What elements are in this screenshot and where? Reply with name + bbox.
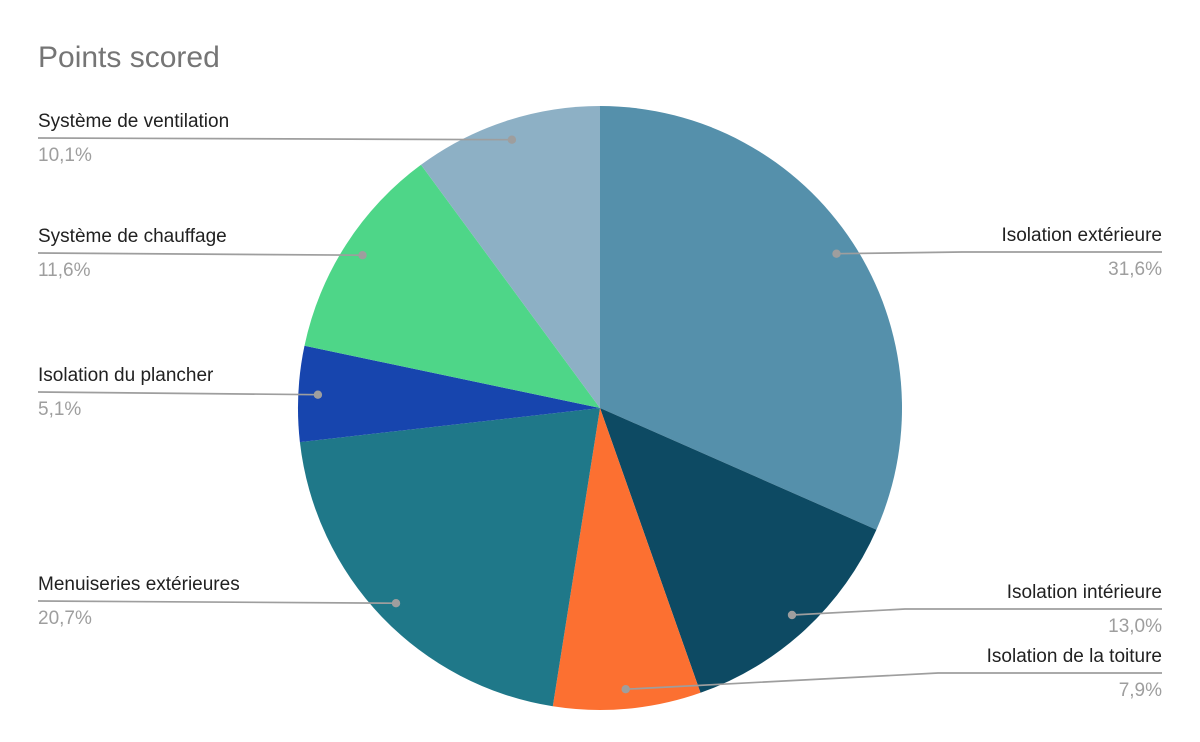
pie-slice-isolation-interieure[interactable]	[600, 408, 877, 693]
leader-line-systeme-de-ventilation	[37, 137, 512, 141]
pie-slice-isolation-exterieure[interactable]	[600, 106, 903, 530]
pie-slice-systeme-de-ventilation[interactable]	[421, 106, 600, 408]
leader-dot-isolation-interieure	[787, 610, 797, 620]
pie-slice-systeme-de-chauffage[interactable]	[304, 164, 601, 408]
leader-dot-isolation-exterieure	[832, 249, 841, 258]
leader-dot-systeme-de-chauffage	[358, 251, 367, 260]
pie-slice-isolation-de-la-toiture[interactable]	[552, 408, 701, 711]
leader-line-systeme-de-chauffage	[37, 252, 363, 257]
leader-dot-systeme-de-ventilation	[507, 135, 517, 144]
leader-line-isolation-du-plancher	[37, 391, 318, 396]
leader-line-isolation-interieure	[791, 608, 1162, 616]
leader-line-isolation-exterieure	[836, 251, 1162, 255]
leader-dot-isolation-du-plancher	[313, 390, 323, 399]
leader-line-isolation-de-la-toiture	[625, 672, 1162, 691]
leader-dot-isolation-de-la-toiture	[621, 685, 630, 694]
pie-slice-isolation-du-plancher[interactable]	[297, 345, 600, 443]
leader-line-menuiseries-exterieures	[37, 600, 397, 605]
chart-title: Points scored	[38, 41, 220, 74]
leader-dot-menuiseries-exterieures	[391, 599, 401, 608]
pie-slice-menuiseries-exterieures[interactable]	[299, 408, 600, 707]
